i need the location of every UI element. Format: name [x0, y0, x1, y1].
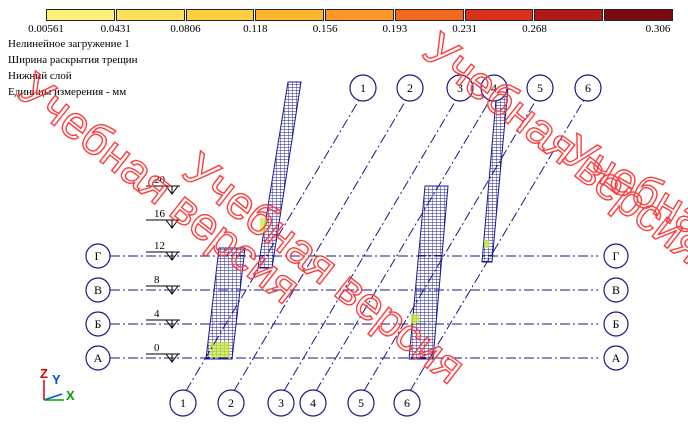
scale-label: 0.306	[645, 23, 671, 35]
units-label: Единицы измерения - мм	[8, 86, 127, 98]
scale-label: 0.00561	[28, 23, 64, 35]
scale-segment	[534, 9, 604, 21]
axis-number: 5	[358, 396, 364, 410]
scale-segment	[325, 9, 394, 21]
axis-letter: Б	[95, 317, 102, 331]
y-axis-label: Y	[52, 372, 61, 387]
axis-letter: Г	[95, 249, 102, 263]
color-scale-labels: 0.00561 0.0431 0.0806 0.118 0.156 0.193 0.231 0…	[0, 23, 688, 35]
axis-bubble-bottom[interactable]	[217, 389, 245, 417]
grid-line-numbered	[315, 99, 491, 392]
level-label: 4	[154, 308, 160, 320]
axis-bubble-top[interactable]	[526, 74, 554, 102]
axis-bubble-lettered[interactable]	[85, 345, 111, 371]
axis-bubble-top[interactable]	[446, 74, 474, 102]
axis-number: 3	[278, 396, 284, 410]
result-type-label: Ширина раскрытия трещин	[8, 54, 138, 66]
scale-label: 0.268	[522, 23, 547, 35]
watermark-text: Учебная версия	[414, 22, 688, 274]
result-info: Нелинейное загружение 1 Ширина раскрытия…	[8, 36, 137, 100]
axis-number: 1	[180, 396, 186, 410]
axis-bubble-lettered[interactable]	[85, 277, 111, 303]
level-label: 20	[154, 174, 166, 186]
axis-letter: А	[612, 351, 621, 365]
z-axis-label: Z	[40, 366, 48, 381]
axis-letter: А	[94, 351, 103, 365]
grid-line-numbered	[363, 99, 537, 392]
axis-number: 3	[457, 81, 463, 95]
axis-bubble-bottom[interactable]	[169, 389, 197, 417]
scale-segment	[394, 9, 464, 21]
axis-number: 2	[407, 81, 413, 95]
axis-bubble-bottom[interactable]	[393, 389, 421, 417]
axis-number: 5	[537, 81, 543, 95]
axis-bubble-bottom[interactable]	[299, 389, 327, 417]
axis-bubble-top[interactable]	[349, 74, 377, 102]
crack-zone-marker	[260, 218, 266, 232]
axis-bubble-lettered[interactable]	[603, 345, 629, 371]
axis-letter: В	[612, 283, 620, 297]
axis-bubble-bottom[interactable]	[267, 389, 295, 417]
wall-meshes	[205, 81, 509, 360]
level-label: 0	[154, 342, 160, 354]
axis-bubble-lettered[interactable]	[85, 311, 111, 337]
axis-letter: Г	[613, 249, 620, 263]
wall-mesh-axis-2-upper[interactable]	[257, 81, 302, 269]
scale-label: 0.193	[382, 23, 408, 35]
level-label: 16	[154, 208, 166, 220]
grid-line-numbered	[185, 99, 360, 392]
level-label: 8	[154, 274, 160, 286]
axis-bubble-lettered[interactable]	[85, 243, 111, 269]
axis-bubble-lettered[interactable]	[603, 311, 629, 337]
axis-number: 4	[491, 81, 497, 95]
scale-label: 0.156	[312, 23, 338, 35]
coordinate-triad: Z Y X	[40, 366, 75, 403]
layer-label: Нижний слой	[8, 70, 72, 82]
axis-letter: Б	[613, 317, 620, 331]
grid-line-numbered	[283, 99, 457, 392]
grid-line-numbered	[409, 99, 585, 392]
scale-segment	[46, 9, 115, 21]
level-label: 12	[154, 240, 165, 252]
grid-line-numbered	[233, 99, 407, 392]
crack-zone-marker	[484, 240, 489, 248]
axis-bubble-top[interactable]	[480, 74, 508, 102]
scale-segment	[464, 9, 534, 21]
scale-segment	[604, 9, 674, 21]
axis-letter: В	[94, 283, 102, 297]
axis-number: 6	[404, 396, 410, 410]
scale-label: 0.118	[243, 23, 268, 35]
axis-number: 2	[228, 396, 234, 410]
axis-bubble-lettered[interactable]	[603, 243, 629, 269]
crack-zone-marker	[411, 314, 419, 324]
load-case-label: Нелинейное загружение 1	[8, 38, 130, 50]
scale-label: 0.231	[452, 23, 478, 35]
grid-axes	[110, 99, 598, 392]
scale-label: 0.0431	[100, 23, 131, 35]
axis-number: 4	[310, 396, 316, 410]
axis-bubble-bottom[interactable]	[347, 389, 375, 417]
wall-mesh-axis-2[interactable]	[205, 247, 246, 360]
level-marks: 20 16 12 8 4 0	[146, 174, 180, 363]
x-axis-label: X	[66, 388, 75, 403]
scale-label: 0.0806	[170, 23, 201, 35]
crack-zone-marker	[210, 342, 230, 358]
color-scale-bar	[46, 9, 674, 23]
wall-mesh-axis-6-upper[interactable]	[481, 87, 509, 263]
scale-segment	[255, 9, 325, 21]
axis-bubble-top[interactable]	[574, 74, 602, 102]
axis-bubble-lettered[interactable]	[603, 277, 629, 303]
scale-segment	[185, 9, 255, 21]
scale-segment	[115, 9, 185, 21]
axis-number: 6	[585, 81, 591, 95]
axis-number: 1	[360, 81, 366, 95]
watermark-text: Учебная версия	[555, 124, 688, 340]
axis-bubble-top[interactable]	[396, 74, 424, 102]
